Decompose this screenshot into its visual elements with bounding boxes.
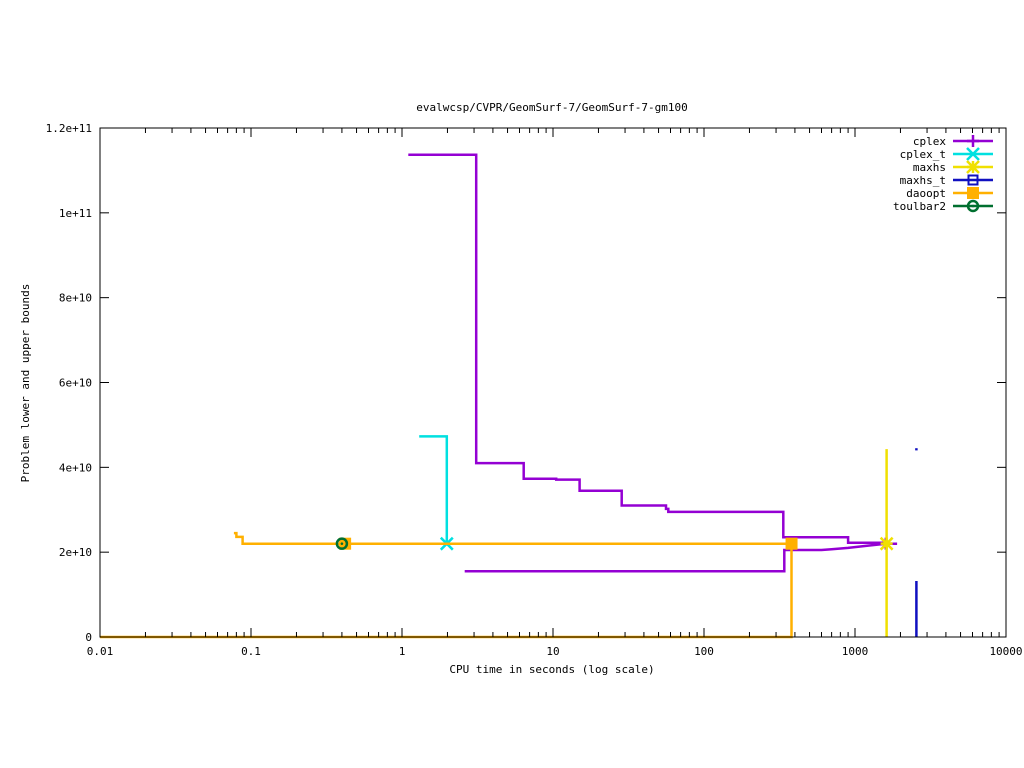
legend-marker [967,187,979,199]
series-maxhs-point-0-shape [879,536,894,551]
legend-marker-shape [966,160,980,174]
legend-marker-shape [967,174,979,186]
x-tick-label: 10000 [989,645,1022,658]
y-tick-label: 1.2e+11 [46,122,92,135]
x-tick-label: 10 [546,645,559,658]
x-axis-label: CPU time in seconds (log scale) [449,663,654,676]
legend-label: daoopt [906,187,946,200]
legend-marker [966,199,980,213]
y-tick-label: 6e+10 [59,377,92,390]
series-daoopt [100,531,798,639]
chart-title: evalwcsp/CVPR/GeomSurf-7/GeomSurf-7-gm10… [416,101,688,114]
legend-entry-toulbar2: toulbar2 [893,199,993,213]
x-tick-label: 1 [399,645,406,658]
series-toulbar2 [335,537,349,550]
y-tick-label: 0 [85,631,92,644]
legend-entry-cplex: cplex [913,135,993,148]
legend-marker [967,174,979,186]
axis-ticks: 0.01 0.1 1 10 100 1000 10000 0 2e+10 4e+10 6e+10 8e… [46,122,1023,658]
legend-entry-daoopt: daoopt [906,187,993,200]
y-axis-label: Problem lower and upper bounds [19,284,32,483]
series-cplex_t [419,435,454,551]
y-tick-label: 1e+11 [59,207,92,220]
x-tick-label: 0.1 [241,645,261,658]
legend-label: cplex [913,135,946,148]
series-daoopt-point-0-shape [339,537,352,550]
series-toulbar2-point-0-shape [335,537,349,550]
series-daoopt-line-0 [233,531,792,545]
legend-marker [967,135,979,147]
series-maxhs-point-0 [879,536,894,551]
series-maxhs [879,449,894,637]
legend-marker-shape [967,187,979,199]
series-cplex_t-line-0 [419,435,449,544]
y-tick-label: 8e+10 [59,292,92,305]
legend-entry-maxhs_t: maxhs_t [900,174,993,187]
series-daoopt-point-0 [339,537,352,550]
plot-frame [99,127,1007,638]
x-tick-label: 100 [694,645,714,658]
series-daoopt-line-1 [100,543,793,639]
series-toulbar2-point-0-dot [340,542,344,545]
series-layer [100,153,918,639]
series-cplex [408,153,898,573]
y-tick-label: 4e+10 [59,461,92,474]
series-daoopt-point-1-shape [785,537,798,550]
legend-label: maxhs [913,161,946,174]
series-daoopt-point-1 [785,537,798,550]
series-cplex-line-0 [408,153,898,545]
y-tick-label: 2e+10 [59,546,92,559]
x-tick-label: 1000 [842,645,869,658]
legend-entry-cplex_t: cplex_t [900,147,993,161]
legend-entry-maxhs: maxhs [913,160,993,174]
x-tick-label: 0.01 [87,645,114,658]
legend-marker [966,160,980,174]
series-cplex-line-1 [464,542,886,573]
legend-marker-shape [966,147,980,161]
legend-marker-shape [966,199,980,213]
series-toulbar2-point-0 [335,537,349,550]
legend-label: cplex_t [900,148,946,161]
legend-label: maxhs_t [900,174,946,187]
legend-marker [966,147,980,161]
legend-marker-dot [971,204,975,208]
legend-marker-shape [967,135,979,147]
legend-label: toulbar2 [893,200,946,213]
